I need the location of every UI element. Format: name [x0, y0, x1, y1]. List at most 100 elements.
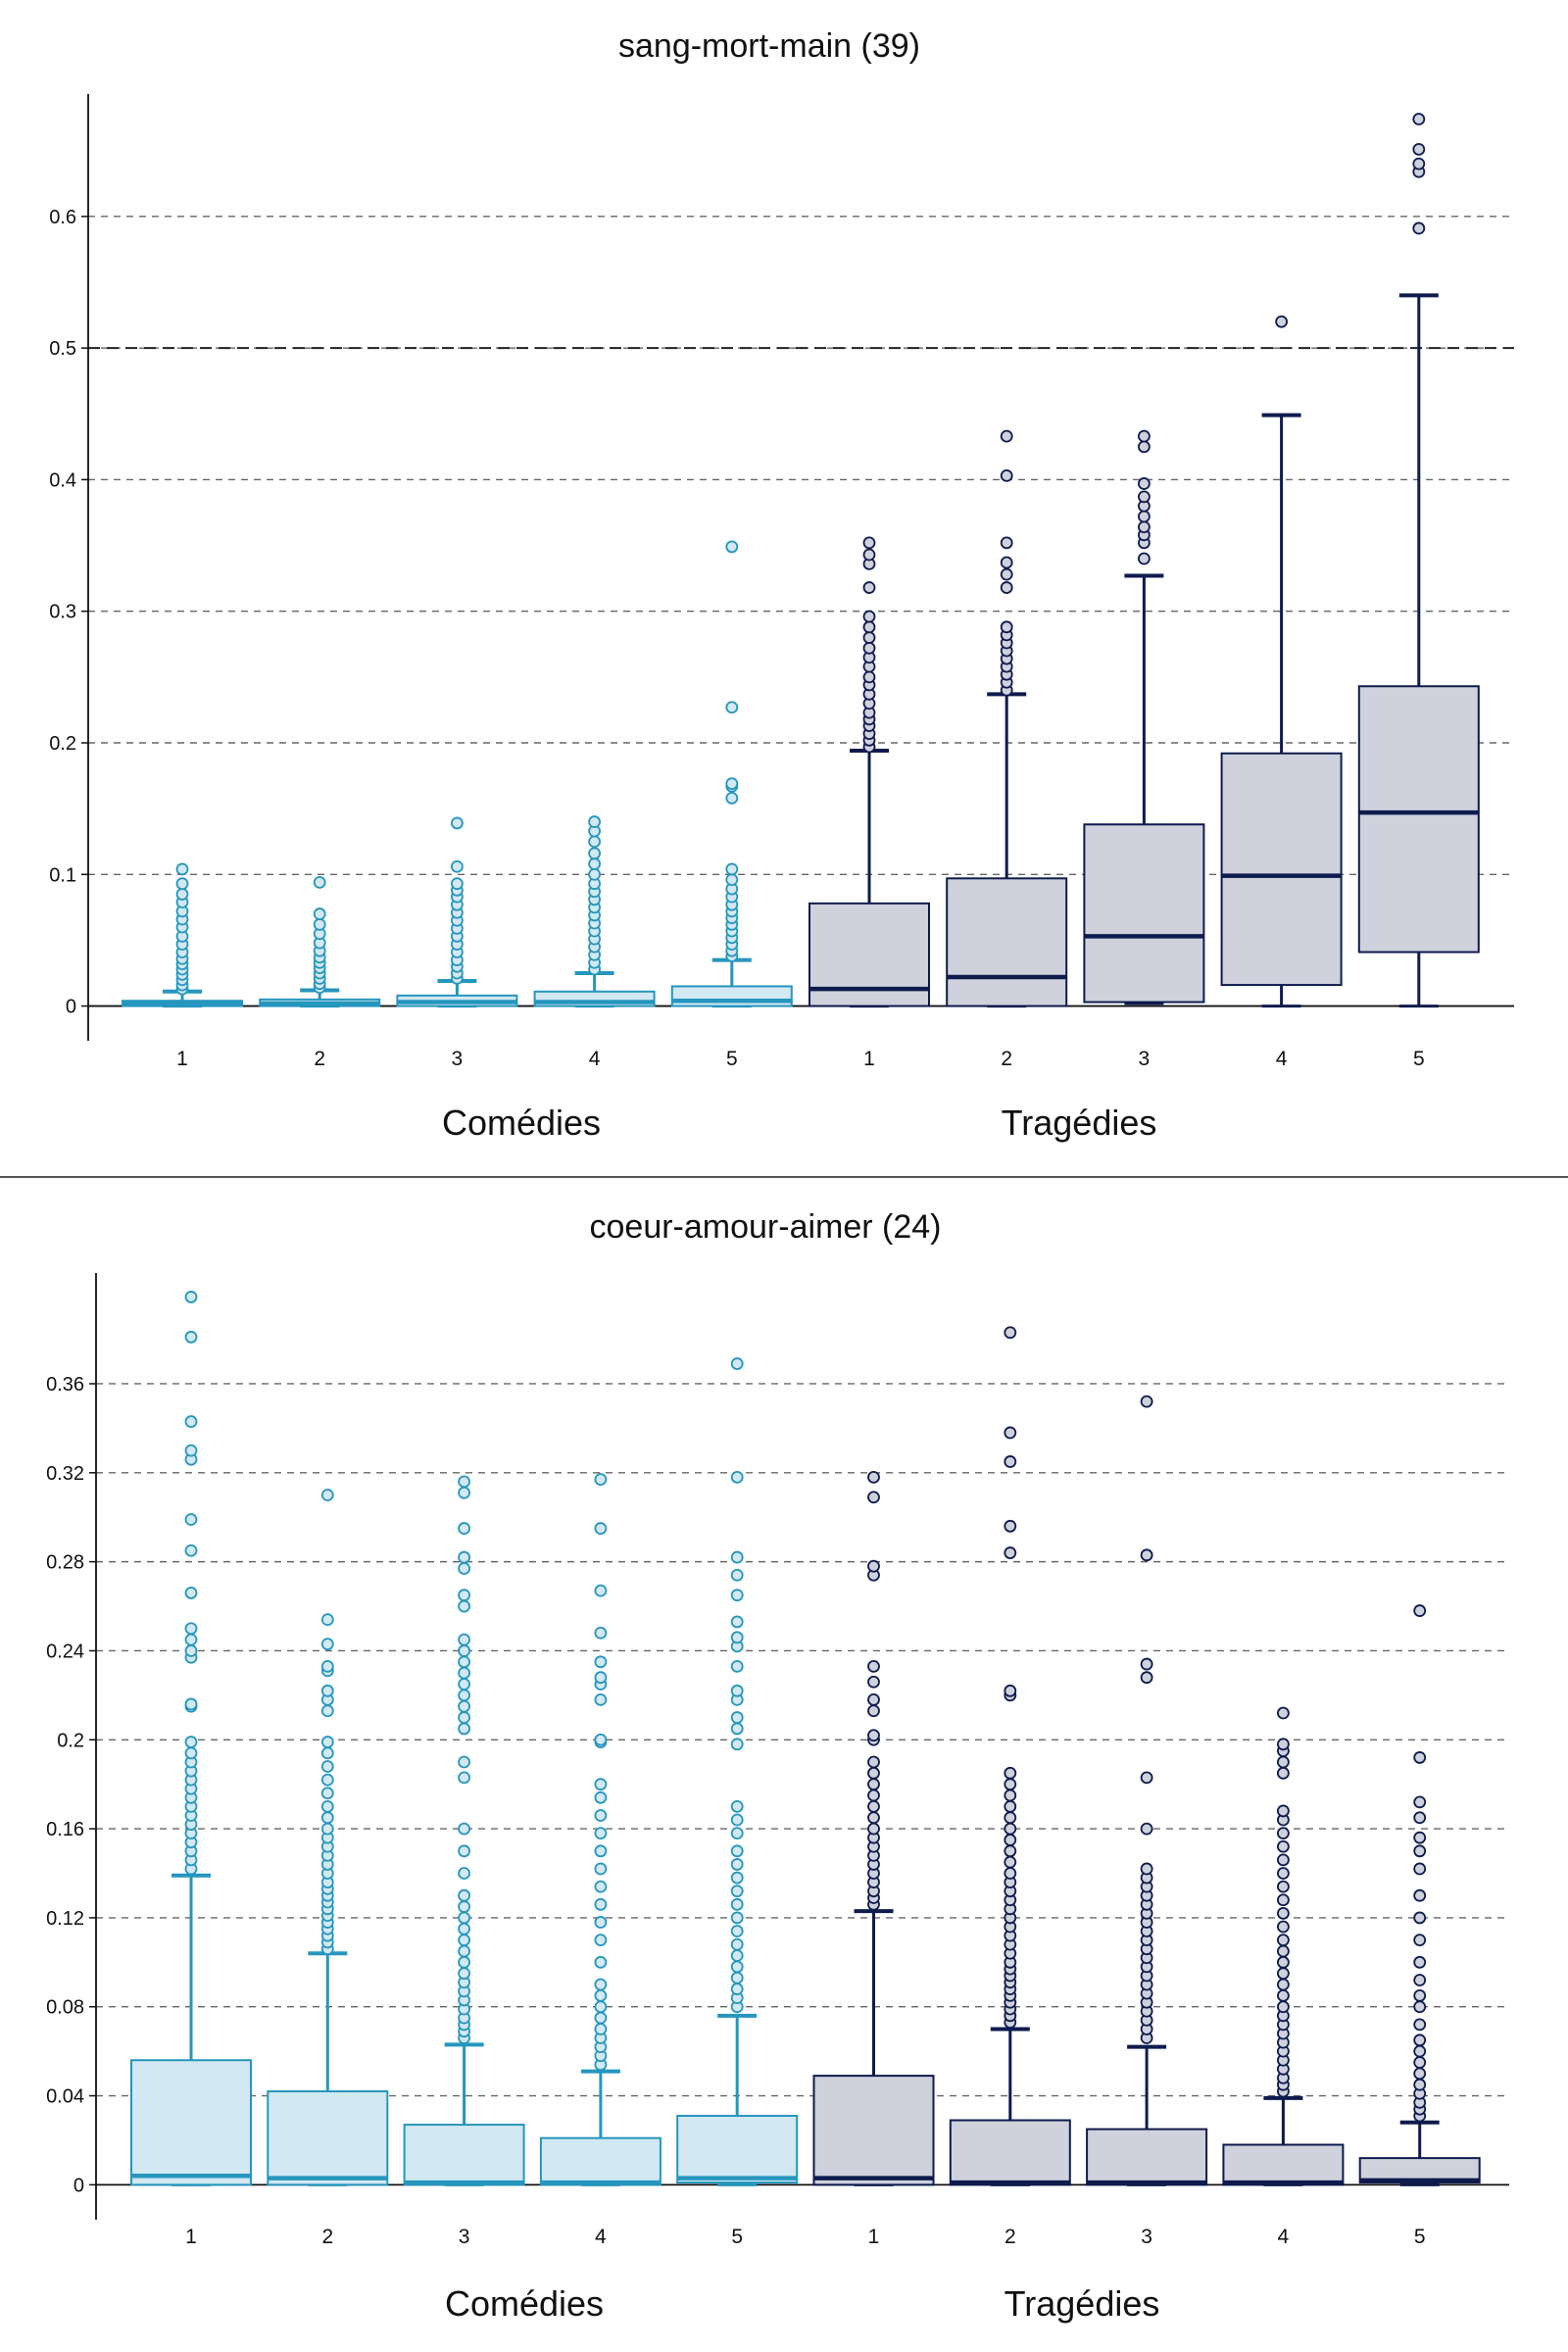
- outlier-point: [867, 1704, 880, 1718]
- iqr-box: [267, 2090, 389, 2186]
- outlier-point: [184, 1633, 198, 1646]
- outlier-point: [1277, 1755, 1290, 1769]
- group-label-comedies: Comédies: [442, 1102, 601, 1143]
- outlier-point: [1000, 567, 1013, 581]
- box-tragedies-4: [1222, 1706, 1345, 2186]
- outlier-point: [594, 2023, 608, 2035]
- outlier-point: [730, 1813, 744, 1827]
- outlier-point: [1413, 2067, 1427, 2081]
- outlier-point: [1000, 429, 1013, 443]
- x-tick-label: 4: [1276, 1048, 1288, 1070]
- iqr-box: [539, 2136, 662, 2186]
- box-comedies-1: [130, 1291, 252, 2186]
- outlier-point: [1004, 1546, 1017, 1559]
- iqr-box: [676, 2114, 799, 2184]
- outlier-point: [458, 1888, 471, 1902]
- outlier-point: [1004, 1778, 1017, 1791]
- outlier-point: [594, 1955, 608, 1969]
- outlier-point: [1138, 477, 1151, 490]
- outlier-point: [184, 1291, 198, 1303]
- outlier-point: [458, 1678, 471, 1690]
- outlier-point: [184, 1644, 198, 1657]
- x-tick-label: 2: [321, 2226, 333, 2248]
- outlier-point: [184, 1330, 198, 1344]
- x-tick-label: 3: [1141, 2226, 1152, 2248]
- outlier-point: [1277, 1827, 1290, 1840]
- outlier-point: [730, 1799, 744, 1813]
- outlier-point: [458, 1644, 471, 1657]
- outlier-point: [1140, 1862, 1153, 1876]
- outlier-point: [1413, 1604, 1427, 1617]
- outlier-point: [1140, 1822, 1153, 1836]
- group-label-tragedies: Tragédies: [1002, 1102, 1157, 1143]
- boxplot-chart-coeur-amour-aimer: coeur-amour-aimer (24) Comédies Tragédie…: [46, 1208, 1509, 2324]
- outlier-point: [458, 1522, 471, 1535]
- outlier-point: [1412, 142, 1426, 156]
- outlier-point: [1140, 1548, 1153, 1562]
- outlier-point: [1277, 1955, 1290, 1969]
- outlier-point: [1277, 1978, 1290, 1991]
- outlier-point: [730, 1949, 744, 1962]
- x-tick-label: 3: [459, 2226, 470, 2248]
- outlier-point: [1413, 2078, 1427, 2091]
- box-tragedies-5: [1358, 1604, 1481, 2186]
- y-tick-label: 0.6: [49, 207, 76, 228]
- outlier-point: [1277, 1967, 1290, 1981]
- outlier-point: [594, 2011, 608, 2025]
- box-comedies-1: [122, 862, 243, 1008]
- y-tick-label: 0.24: [46, 1641, 84, 1662]
- outlier-point: [867, 1755, 880, 1769]
- outlier-point: [175, 862, 189, 876]
- box-tragedies-4: [1220, 315, 1343, 1008]
- outlier-point: [1004, 1426, 1017, 1440]
- outlier-point: [1277, 1944, 1290, 1958]
- box-comedies-4: [539, 1473, 662, 2186]
- outlier-point: [588, 847, 601, 860]
- outlier-point: [458, 1944, 471, 1958]
- outlier-point: [450, 816, 464, 830]
- outlier-point: [1277, 1988, 1290, 2002]
- outlier-point: [730, 1897, 744, 1911]
- outlier-point: [1413, 1934, 1427, 1947]
- x-tick-label: 2: [314, 1048, 325, 1070]
- chart-panel-coeur-amour-aimer: coeur-amour-aimer (24) Comédies Tragédie…: [0, 1179, 1568, 2352]
- iqr-box: [946, 877, 1068, 1007]
- plot-area: 0 0.04 0.08 0.12 0.16 0.2 0.24 0.28 0.32 0.36 1 2 3 4…: [46, 1273, 1509, 2248]
- iqr-box: [1083, 823, 1205, 1004]
- outlier-point: [458, 1689, 471, 1702]
- panel-divider: [0, 1176, 1568, 1178]
- outlier-point: [1412, 157, 1426, 171]
- outlier-point: [1277, 1853, 1290, 1867]
- outlier-point: [730, 1925, 744, 1937]
- outlier-point: [1413, 1974, 1427, 1986]
- outlier-point: [594, 1671, 608, 1685]
- outlier-point: [1004, 1788, 1017, 1802]
- outlier-point: [1277, 1738, 1290, 1751]
- outlier-point: [1275, 315, 1288, 328]
- outlier-point: [1413, 1988, 1427, 2002]
- iqr-box: [812, 2075, 935, 2186]
- outlier-point: [588, 867, 601, 881]
- outlier-point: [1277, 1880, 1290, 1893]
- outlier-point: [594, 2000, 608, 2014]
- outlier-point: [730, 1357, 744, 1370]
- outlier-point: [725, 701, 739, 714]
- outlier-point: [1000, 468, 1013, 482]
- outlier-point: [730, 1971, 744, 1984]
- box-tragedies-2: [946, 429, 1068, 1008]
- y-tick-label: 0.04: [46, 2086, 84, 2108]
- outlier-point: [1413, 1911, 1427, 1925]
- outlier-point: [1004, 1844, 1017, 1858]
- iqr-box: [949, 2119, 1071, 2186]
- outlier-point: [725, 792, 739, 805]
- outlier-point: [1138, 440, 1151, 454]
- x-tick-label: 2: [1001, 1048, 1012, 1070]
- outlier-point: [458, 1666, 471, 1680]
- outlier-point: [730, 1871, 744, 1885]
- outlier-point: [867, 1659, 880, 1673]
- outlier-point: [867, 1811, 880, 1825]
- outlier-point: [184, 1736, 198, 1748]
- outlier-point: [867, 1822, 880, 1836]
- outlier-point: [1004, 1684, 1017, 1697]
- chart-panel-sang-mort-main: sang-mort-main (39) Comédies Tragédies 0…: [49, 27, 1514, 1143]
